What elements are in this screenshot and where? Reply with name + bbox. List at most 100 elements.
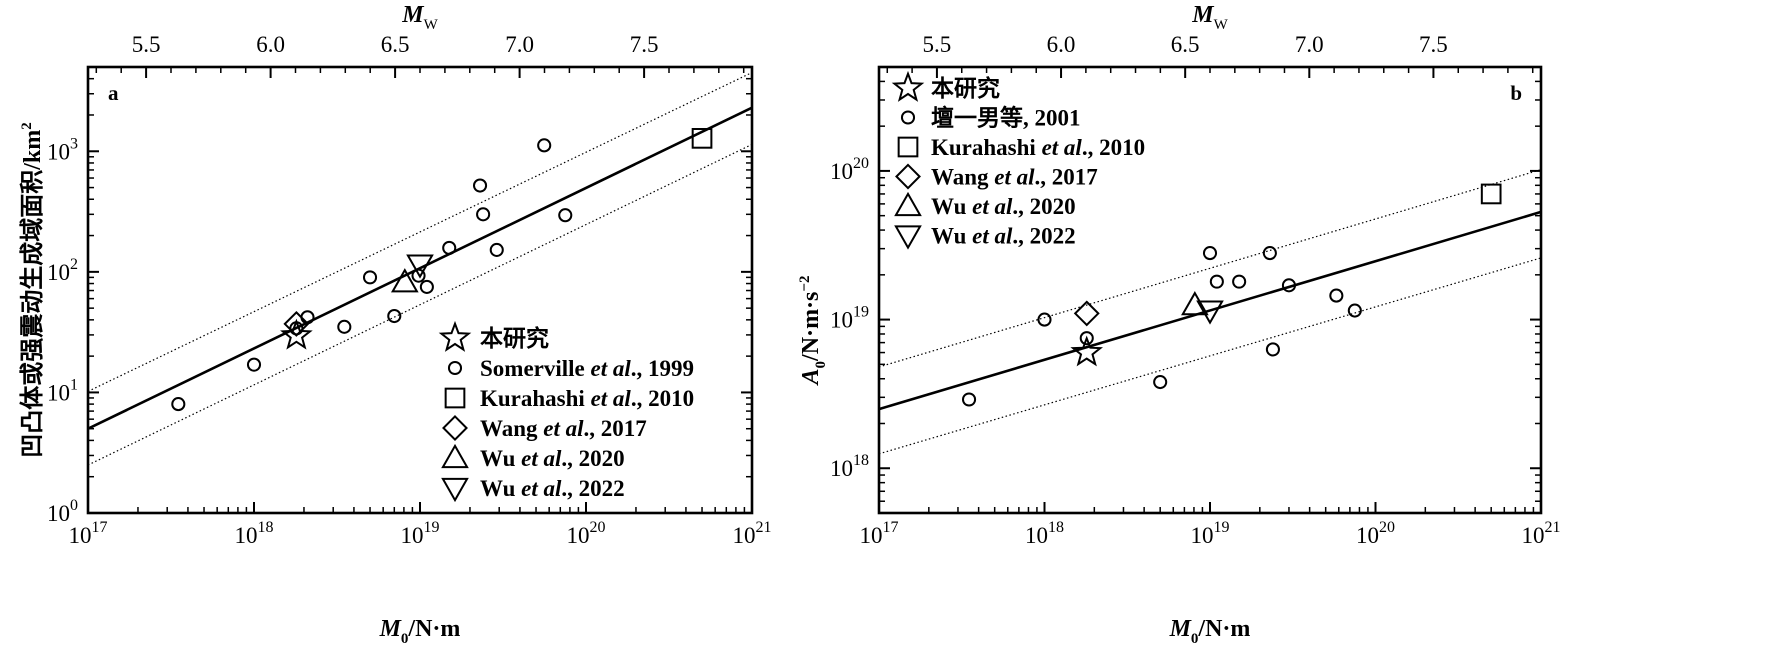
- legend-label: 壇一男等, 2001: [931, 105, 1081, 131]
- y-axis-title: A0/N·m·s−2: [797, 276, 829, 387]
- x-tick-label: 1017: [860, 519, 899, 548]
- top-tick-label: 6.5: [1171, 32, 1200, 57]
- data-point-star: [280, 318, 313, 350]
- legend-marker-square: [897, 136, 919, 158]
- data-point-circle: [246, 357, 262, 372]
- x-tick-label: 1018: [1025, 519, 1064, 548]
- confidence-bound-line: [879, 169, 1541, 368]
- x-tick-label: 1018: [235, 519, 274, 548]
- plot-frame: [877, 65, 1543, 515]
- data-point-triangle-down: [406, 254, 434, 279]
- legend-marker-diamond: [895, 163, 921, 190]
- top-tick-label: 7.0: [1295, 32, 1324, 57]
- y-axis-title: 凹凸体或强震动生成域面积/km2: [19, 122, 46, 458]
- panel-label: a: [108, 81, 119, 105]
- top-tick-label: 5.5: [132, 32, 161, 57]
- legend-label: Wu et al., 2020: [480, 446, 625, 471]
- confidence-bound-line: [88, 143, 752, 466]
- legend-marker-star: [438, 320, 472, 352]
- fit-line: [879, 210, 1541, 411]
- data-point-circle: [1209, 274, 1224, 289]
- data-point-circle: [1265, 342, 1280, 357]
- y-tick-label: 1020: [830, 155, 869, 184]
- top-tick-label: 7.0: [505, 32, 534, 57]
- data-point-star: [1070, 335, 1103, 367]
- y-tick-label: 1018: [830, 452, 869, 481]
- top-axis-title: MW: [401, 2, 438, 33]
- data-point-circle: [558, 208, 573, 223]
- x-tick-label: 1020: [567, 519, 606, 548]
- data-point-circle: [537, 138, 552, 153]
- data-point-circle: [1329, 288, 1344, 303]
- data-point-circle: [171, 397, 186, 412]
- data-point-circle: [1079, 331, 1094, 346]
- legend-label: Wu et al., 2020: [931, 194, 1076, 219]
- data-point-circle: [362, 270, 378, 285]
- y-tick-label: 100: [47, 497, 78, 526]
- y-tick-label: 102: [47, 256, 78, 285]
- legend-label: Wu et al., 2022: [480, 476, 625, 501]
- legend-label: 本研究: [931, 75, 1000, 101]
- legend-marker-triangle-up: [894, 191, 922, 217]
- data-point-circle: [1202, 246, 1218, 261]
- data-point-square: [691, 128, 713, 149]
- top-tick-label: 6.0: [1047, 32, 1076, 57]
- data-point-triangle-up: [1181, 291, 1209, 316]
- data-point-square: [1480, 183, 1502, 205]
- data-point-circle: [419, 279, 434, 294]
- legend-label: Wu et al., 2022: [931, 224, 1076, 249]
- legend-marker-triangle-down: [441, 477, 469, 503]
- top-tick-label: 6.0: [256, 32, 285, 57]
- data-point-circle: [476, 207, 491, 222]
- x-tick-label: 1021: [733, 519, 772, 548]
- legend-marker-star: [891, 70, 925, 102]
- data-point-diamond: [1073, 300, 1100, 327]
- x-tick-label: 1019: [1191, 519, 1230, 548]
- data-point-circle: [1281, 278, 1297, 293]
- data-point-circle: [489, 242, 504, 257]
- legend-marker-triangle-down: [894, 225, 922, 250]
- confidence-bound-line: [879, 257, 1541, 455]
- data-point-circle: [1037, 312, 1052, 327]
- y-tick-label: 103: [47, 135, 78, 164]
- legend: 本研究 Somerville et al., 1999 Kurahashi et a…: [438, 320, 694, 503]
- confidence-bound-line: [88, 71, 752, 392]
- legend-label: Wang et al., 2017: [480, 416, 647, 441]
- top-tick-label: 7.5: [1419, 32, 1448, 57]
- legend-label: 本研究: [480, 325, 549, 351]
- panel-a-chart: 1017 1018 1019 1020 1021 100 101 102 103 5.5 6.0 6.…: [19, 2, 772, 647]
- data-point-circle: [1232, 274, 1247, 289]
- data-point-circle: [337, 319, 352, 334]
- y-tick-label: 1019: [830, 304, 869, 333]
- panel-b-chart: 1017 1018 1019 1020 1021 1018 1019 1020 5.5 6.0 6.…: [797, 2, 1561, 647]
- data-point-circle: [1153, 375, 1168, 390]
- data-point-triangle-up: [390, 268, 419, 293]
- data-point-diamond: [283, 310, 310, 337]
- legend-label: Kurahashi et al., 2010: [480, 386, 694, 411]
- legend-marker-square: [444, 387, 466, 409]
- x-tick-label: 1019: [401, 519, 440, 548]
- top-tick-label: 6.5: [381, 32, 410, 57]
- top-tick-label: 7.5: [630, 32, 659, 57]
- data-point-circle: [411, 268, 426, 283]
- top-axis-title: MW: [1191, 2, 1228, 33]
- data-point-circle: [387, 308, 402, 324]
- legend-marker-circle: [900, 110, 916, 125]
- data-point-circle: [442, 240, 457, 255]
- plot-frame: [86, 65, 754, 515]
- legend-marker-triangle-up: [441, 443, 469, 469]
- legend-marker-circle: [447, 360, 463, 376]
- fit-line: [88, 106, 752, 430]
- legend-label: Somerville et al., 1999: [480, 356, 694, 381]
- data-point-circle: [472, 178, 488, 193]
- data-point-circle: [961, 392, 977, 407]
- x-tick-label: 1021: [1522, 519, 1561, 548]
- y-tick-label: 101: [47, 376, 78, 405]
- data-point-triangle-down: [1196, 300, 1224, 325]
- data-point-circle: [1262, 246, 1277, 261]
- x-tick-label: 1017: [69, 519, 108, 548]
- legend-label: Kurahashi et al., 2010: [931, 135, 1145, 160]
- top-tick-label: 5.5: [923, 32, 952, 57]
